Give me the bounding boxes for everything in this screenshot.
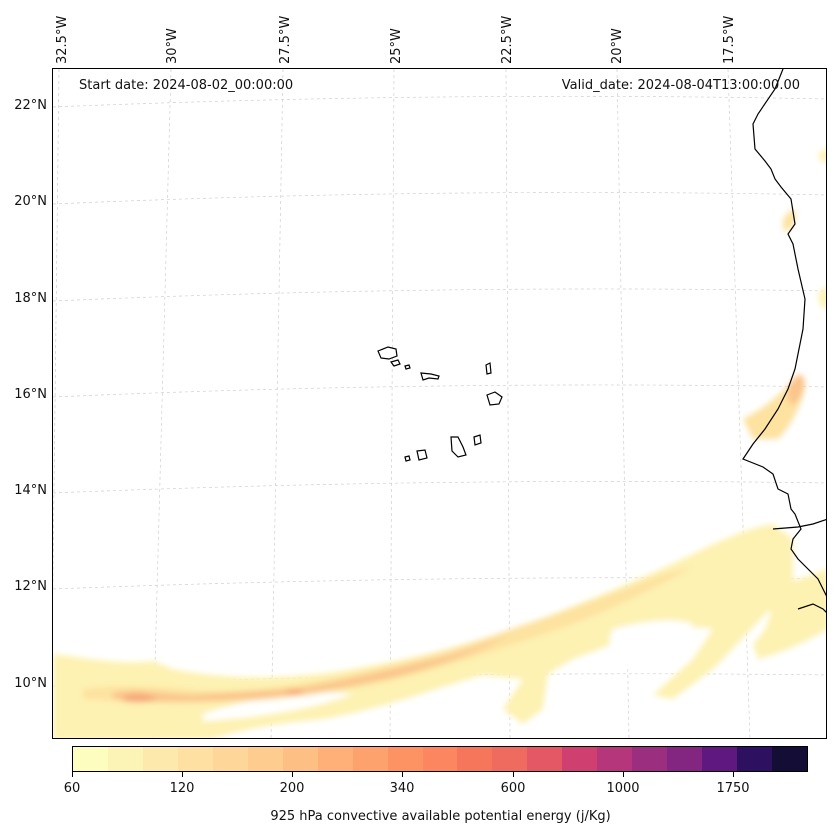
cape-band-main <box>53 524 793 738</box>
lat-label-18n: 18°N <box>14 291 47 306</box>
colorbar-swatch-11 <box>457 747 493 771</box>
colorbar-tick-600 <box>513 772 514 777</box>
cape-band-hole <box>203 692 353 721</box>
colorbar-tick-120 <box>182 772 183 777</box>
colorbar-swatch-2 <box>142 747 178 771</box>
cape-patch-mauritania <box>783 209 796 231</box>
colorbar-swatch-4 <box>212 747 248 771</box>
lon-label-27-5w: 27.5°W <box>278 15 293 64</box>
start-date-label: Start date: 2024-08-02_00:00:00 <box>79 78 294 93</box>
island-fogo <box>416 449 428 461</box>
lat-label-16n: 16°N <box>14 387 47 402</box>
island-maio <box>473 434 482 446</box>
island-santiago <box>450 436 467 458</box>
guinea-bissau-islands <box>797 603 826 613</box>
colorbar-swatch-7 <box>317 747 353 771</box>
colorbar-tick-1750 <box>733 772 734 777</box>
colorbar <box>72 746 808 772</box>
cape-band-hole-east <box>609 620 693 669</box>
island-boa-vista <box>486 391 503 406</box>
colorbar-label-60: 60 <box>63 781 81 796</box>
colorbar-title: 925 hPa convective available potential e… <box>270 809 611 824</box>
lat-label-20n: 20°N <box>14 194 47 209</box>
colorbar-swatch-18 <box>702 747 738 771</box>
colorbar-swatch-8 <box>352 747 388 771</box>
colorbar-label-120: 120 <box>169 781 195 796</box>
colorbar-swatch-20 <box>772 747 808 771</box>
cabo-verde-islands <box>377 346 503 462</box>
colorbar-label-600: 600 <box>500 781 526 796</box>
colorbar-tick-1000 <box>623 772 624 777</box>
lat-label-22n: 22°N <box>14 98 47 113</box>
colorbar-swatch-1 <box>107 747 143 771</box>
island-sal <box>485 362 492 375</box>
colorbar-swatch-14 <box>562 747 598 771</box>
west-africa-coast <box>742 69 826 597</box>
gambia-river <box>772 519 826 530</box>
colorbar-swatch-10 <box>422 747 458 771</box>
lat-label-14n: 14°N <box>14 483 47 498</box>
cape-patch-east <box>818 286 826 309</box>
colorbar-swatch-9 <box>387 747 423 771</box>
colorbar-label-1000: 1000 <box>606 781 640 796</box>
colorbar-swatch-15 <box>597 747 633 771</box>
lon-label-30w: 30°W <box>165 28 180 64</box>
colorbar-swatch-3 <box>177 747 213 771</box>
colorbar-swatch-5 <box>247 747 283 771</box>
cape-field <box>53 148 826 738</box>
colorbar-swatch-19 <box>737 747 773 771</box>
map-canvas <box>53 69 826 738</box>
colorbar-swatch-6 <box>282 747 318 771</box>
colorbar-swatch-16 <box>632 747 668 771</box>
colorbar-label-200: 200 <box>279 781 305 796</box>
colorbar-label-340: 340 <box>389 781 415 796</box>
valid-date-label: Valid_date: 2024-08-04T13:00:00.00 <box>561 78 800 93</box>
colorbar-tick-340 <box>402 772 403 777</box>
colorbar-tick-200 <box>292 772 293 777</box>
lon-label-20w: 20°W <box>610 28 625 64</box>
island-santa-luzia <box>404 364 411 370</box>
cape-patch-west <box>53 654 65 674</box>
cape-coast-south <box>753 569 826 659</box>
colorbar-swatch-12 <box>492 747 528 771</box>
island-brava <box>404 455 411 462</box>
colorbar-label-1750: 1750 <box>716 781 750 796</box>
lon-label-25w: 25°W <box>389 28 404 64</box>
cape-patch-ne <box>818 148 826 164</box>
island-sao-nicolau <box>420 372 440 381</box>
colorbar-swatch-17 <box>667 747 703 771</box>
lat-label-10n: 10°N <box>14 676 47 691</box>
colorbar-swatch-0 <box>73 747 108 771</box>
colorbar-tick-60 <box>72 772 73 777</box>
cape-band-core-2 <box>285 688 305 695</box>
map-panel <box>52 68 827 739</box>
cape-band-strong <box>113 635 508 702</box>
latitude-axis: 22°N 20°N 18°N 16°N 14°N 12°N 10°N <box>0 0 47 836</box>
lon-label-32-5w: 32.5°W <box>55 15 70 64</box>
lat-label-12n: 12°N <box>14 579 47 594</box>
island-santo-antao <box>377 346 398 360</box>
colorbar-swatch-13 <box>527 747 563 771</box>
lon-label-17-5w: 17.5°W <box>722 15 737 64</box>
coastline <box>742 69 826 613</box>
cape-patch-senegal-core <box>788 374 805 405</box>
cape-band-core <box>123 693 158 703</box>
lon-label-22-5w: 22.5°W <box>500 15 515 64</box>
island-sao-vicente <box>389 359 401 367</box>
